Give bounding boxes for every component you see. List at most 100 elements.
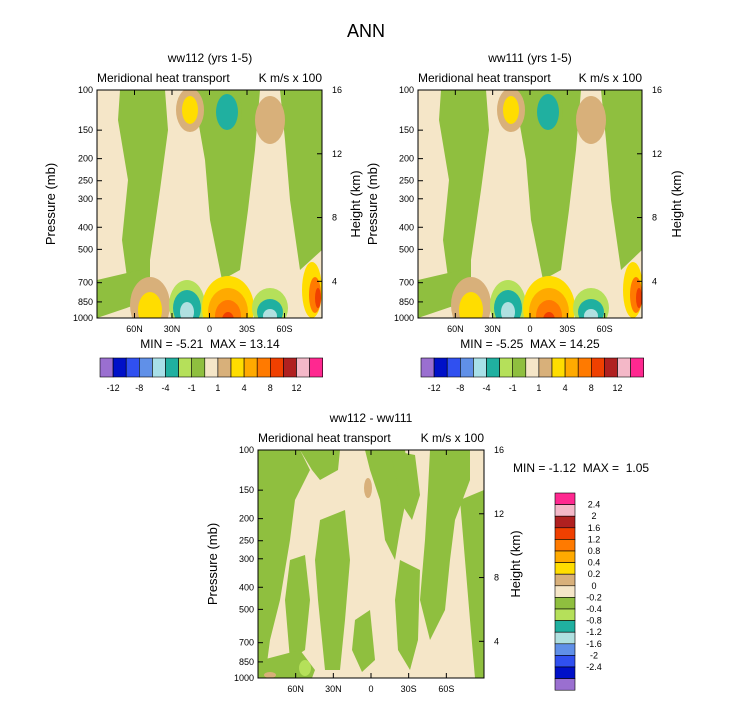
pressure-axis: 100 150 200 250 300 400 500 700 850 1000: [394, 85, 423, 323]
height-tick-label: 4: [652, 276, 657, 286]
colorbar-swatch: [473, 357, 487, 378]
y-tick-label: 500: [239, 604, 254, 614]
y-tick-label: 500: [399, 244, 414, 254]
y-tick-label: 400: [399, 222, 414, 232]
contour-region: [299, 660, 311, 676]
y-tick-label: 200: [78, 154, 93, 164]
colorbar-label: 4: [242, 383, 247, 393]
contour-region: [578, 299, 604, 318]
height-tick-label: 8: [332, 213, 337, 223]
y-tick-label: 300: [239, 554, 254, 564]
x-tick-label: 0: [207, 324, 212, 334]
colorbar-swatch: [577, 357, 592, 378]
y-tick-label: 400: [239, 582, 254, 592]
contour-fill: [418, 90, 642, 318]
contour-region: [300, 450, 340, 480]
colorbar-swatch: [554, 492, 576, 505]
colorbar-swatch: [165, 357, 179, 378]
colorbar-label: -2.4: [586, 662, 602, 672]
y-axis-label: Pressure (mb): [365, 163, 380, 245]
height-tick-label: 16: [332, 85, 342, 95]
panel-subtitle-right: K m/s x 100: [421, 431, 485, 445]
colorbar-label: -1: [509, 383, 517, 393]
panel-title: ww111 (yrs 1-5): [487, 51, 572, 65]
contour-region: [516, 90, 581, 280]
colorbar-label: 1: [215, 383, 220, 393]
y-tick-label: 500: [78, 244, 93, 254]
y-tick-label: 250: [399, 176, 414, 186]
colorbar-label: 2: [591, 511, 596, 521]
colorbar-swatch: [554, 527, 576, 540]
y-axis-label: Pressure (mb): [205, 523, 220, 605]
colorbar-label: 1.2: [588, 534, 601, 544]
colorbar-swatch: [112, 357, 127, 378]
contour-region: [215, 300, 241, 318]
height-tick-label: 8: [494, 573, 499, 583]
colorbar-label: 1.6: [588, 523, 601, 533]
contour-region: [315, 510, 350, 670]
colorbar-swatch: [554, 643, 576, 656]
contour-region: [418, 270, 471, 318]
contour-region: [395, 560, 420, 670]
latitude-axis: 60N 30N 0 30S 60S: [126, 90, 293, 334]
height-tick-label: 4: [494, 636, 499, 646]
contour-region: [503, 96, 519, 124]
colorbar-label: 12: [612, 383, 622, 393]
colorbar-label: 1: [536, 383, 541, 393]
y-axis-right-label: Height (km): [348, 170, 363, 237]
contour-panel-difference: ww112 - ww111 Meridional heat transport …: [205, 411, 649, 694]
colorbar-label: -12: [107, 383, 120, 393]
panel-title: ww112 (yrs 1-5): [167, 51, 252, 65]
colorbar-label: -8: [135, 383, 143, 393]
colorbar-label: 8: [268, 383, 273, 393]
contour-region: [537, 94, 559, 130]
y-axis-label: Pressure (mb): [43, 163, 58, 245]
contour-region: [180, 302, 194, 318]
y-tick-label: 250: [78, 176, 93, 186]
y-tick-label: 100: [78, 85, 93, 95]
colorbar-swatch: [446, 357, 461, 378]
panel-subtitle-left: Meridional heat transport: [258, 431, 391, 445]
contour-region: [315, 288, 321, 308]
colorbar: -12 -8 -4 -1 1 4 8 12: [99, 357, 324, 393]
colorbar-label: 0: [591, 581, 596, 591]
colorbar-label: -1.6: [586, 639, 602, 649]
min-max-label: MIN = -5.21 MAX = 13.14: [140, 337, 280, 351]
colorbar-swatch: [296, 357, 310, 378]
colorbar-label: 12: [291, 383, 301, 393]
panel-subtitle-left: Meridional heat transport: [97, 71, 230, 85]
colorbar-swatch: [554, 562, 576, 575]
contour-region: [263, 309, 277, 318]
colorbar-label: -4: [482, 383, 490, 393]
contour-region: [222, 312, 234, 318]
colorbar-swatch: [630, 357, 644, 378]
contour-region: [459, 292, 483, 318]
y-tick-label: 100: [399, 85, 414, 95]
x-tick-label: 0: [368, 684, 373, 694]
height-axis: 16 12 8 4: [317, 85, 342, 286]
contour-region: [584, 309, 598, 318]
colorbar-swatch: [309, 357, 324, 378]
y-tick-label: 400: [78, 222, 93, 232]
x-tick-label: 60N: [126, 324, 143, 334]
contour-region: [255, 96, 285, 144]
x-tick-label: 30N: [164, 324, 181, 334]
colorbar-swatch: [554, 597, 576, 610]
y-axis-right-label: Height (km): [669, 170, 684, 237]
colorbar-swatch: [590, 357, 605, 378]
contour-region: [352, 610, 375, 672]
colorbar-swatch: [554, 550, 576, 563]
y-tick-label: 150: [399, 125, 414, 135]
colorbar-swatch: [459, 357, 474, 378]
y-tick-label: 300: [78, 194, 93, 204]
contour-region: [536, 300, 562, 318]
x-tick-label: 60N: [287, 684, 304, 694]
contour-region: [280, 90, 322, 270]
colorbar-label: -0.4: [586, 604, 602, 614]
contour-region: [118, 90, 168, 300]
colorbar-swatch: [525, 357, 540, 378]
contour-region: [439, 90, 489, 300]
colorbar-swatch: [139, 357, 153, 378]
contour-region: [576, 96, 606, 144]
